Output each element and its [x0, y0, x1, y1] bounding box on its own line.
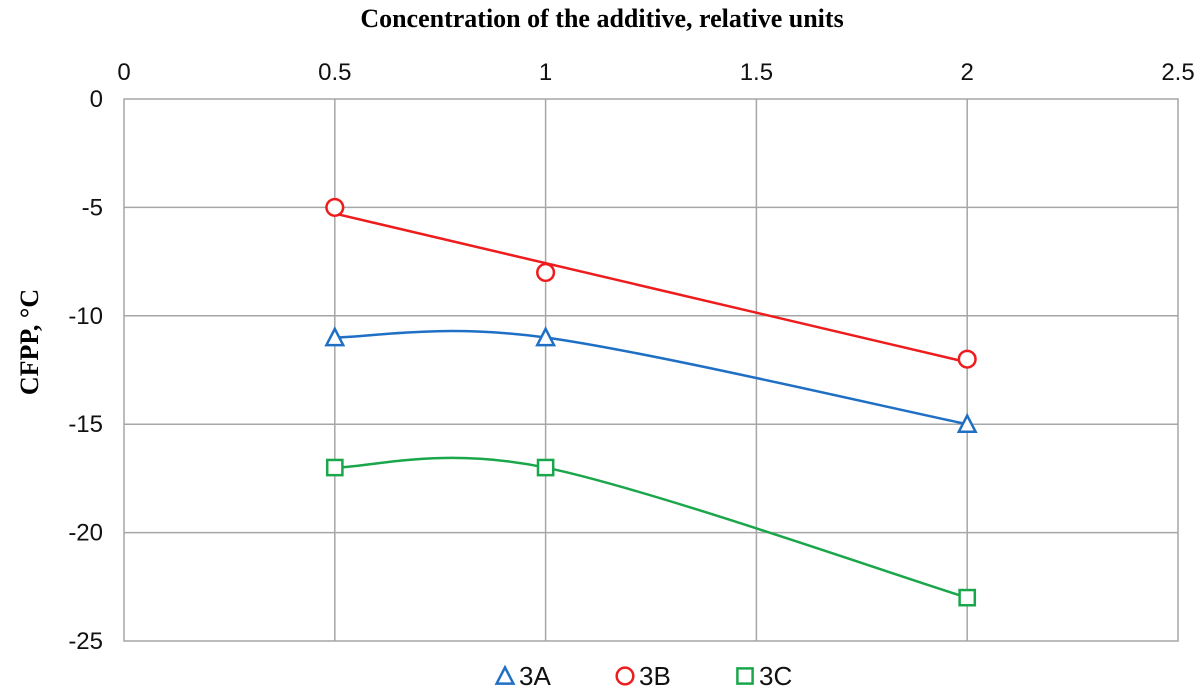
legend-marker-3B [615, 666, 635, 686]
x-tick-label: 2.5 [1161, 59, 1194, 86]
y-tick-label: 0 [90, 86, 103, 113]
data-point-3C [536, 458, 555, 477]
y-tick-label: -10 [68, 303, 103, 330]
x-axis-title: Concentration of the additive, relative … [360, 4, 843, 33]
legend-item-3A: 3A [494, 661, 551, 691]
grid-lines [124, 99, 1178, 641]
legend-item-3C: 3C [736, 661, 792, 691]
legend-label: 3B [639, 661, 671, 691]
y-tick-label: -15 [68, 411, 103, 438]
y-tick-label: -5 [82, 194, 103, 221]
series-line-3B [334, 212, 968, 364]
series-line-3C [334, 456, 968, 599]
series-3C [325, 456, 977, 607]
y-tick-labels: 0 -5 -10 -15 -20 -25 [68, 86, 103, 655]
legend-label: 3C [759, 661, 792, 691]
series-3B [325, 197, 977, 369]
legend-marker-3A [494, 664, 516, 685]
x-tick-label: 1.5 [740, 59, 773, 86]
data-point-3C [325, 458, 344, 477]
y-tick-label: -25 [68, 628, 103, 655]
x-tick-labels: 0 0.5 1 1.5 2 2.5 [117, 59, 1194, 86]
legend-label: 3A [519, 661, 551, 691]
data-point-3C [958, 588, 977, 607]
series-layer [324, 197, 978, 607]
data-point-3B [325, 197, 345, 217]
series-line-3A [334, 329, 968, 426]
legend: 3A 3B 3C [494, 661, 792, 691]
legend-item-3B: 3B [615, 661, 671, 691]
y-axis-title: CFPP, °C [15, 289, 44, 395]
x-tick-label: 0 [117, 59, 130, 86]
data-point-3A [324, 326, 346, 347]
data-point-3B [957, 349, 977, 369]
series-3A [324, 326, 978, 434]
data-point-3A [535, 326, 557, 347]
legend-marker-3C [736, 667, 754, 685]
x-tick-label: 1 [539, 59, 552, 86]
data-point-3B [536, 262, 556, 283]
data-point-3A [956, 412, 978, 434]
x-tick-label: 2 [961, 59, 974, 86]
y-tick-label: -20 [68, 520, 103, 547]
plot-frame [123, 98, 1179, 642]
x-tick-label: 0.5 [318, 59, 351, 86]
